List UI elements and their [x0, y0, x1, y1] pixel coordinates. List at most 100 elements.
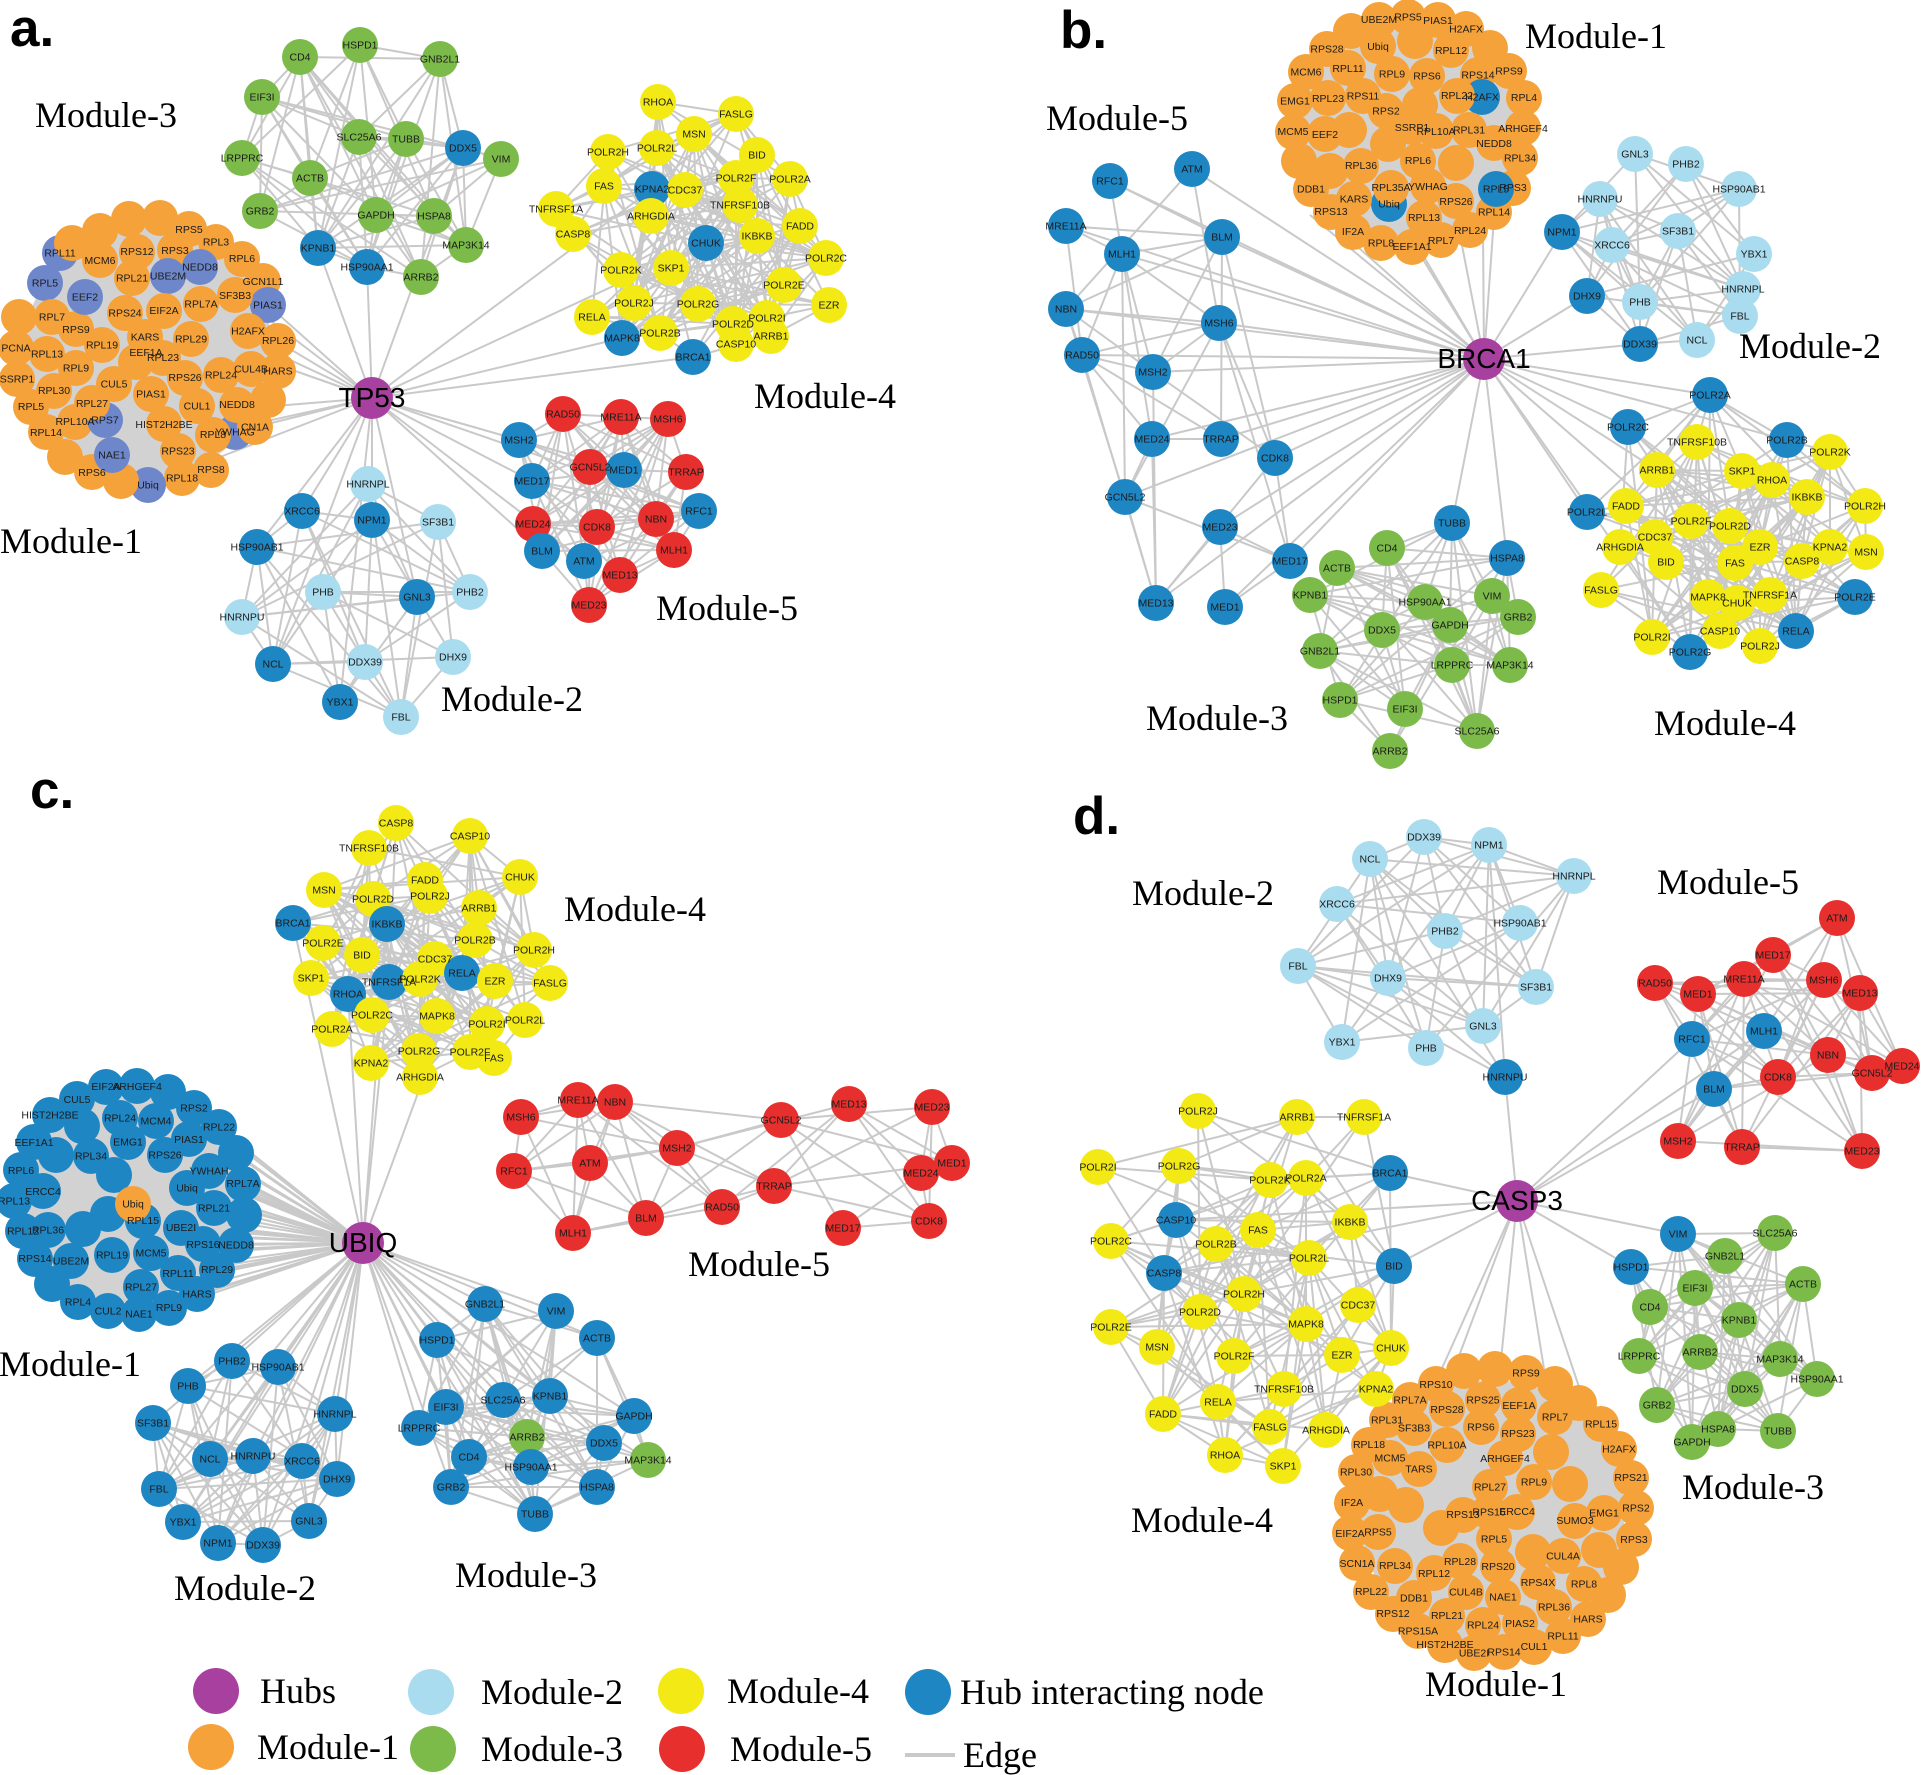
svg-text:LRPPRC: LRPPRC — [221, 153, 264, 165]
svg-text:MED1: MED1 — [1683, 989, 1712, 1001]
svg-text:FBL: FBL — [391, 712, 410, 724]
svg-text:Module-5: Module-5 — [730, 1729, 872, 1769]
svg-text:VIM: VIM — [1483, 591, 1502, 603]
svg-text:IF2A: IF2A — [1342, 226, 1364, 238]
svg-text:NPM1: NPM1 — [1474, 840, 1503, 852]
svg-text:BRCA1: BRCA1 — [675, 352, 710, 364]
svg-text:TUBB: TUBB — [1438, 518, 1466, 530]
svg-text:NEDD8: NEDD8 — [218, 1240, 254, 1252]
svg-text:IKBKB: IKBKB — [372, 919, 403, 931]
svg-text:FASLG: FASLG — [719, 109, 753, 121]
svg-text:HSPD1: HSPD1 — [1322, 695, 1357, 707]
svg-text:HIST2H2BE: HIST2H2BE — [21, 1110, 78, 1122]
svg-text:HSP90AA1: HSP90AA1 — [340, 262, 393, 274]
svg-text:KPNB1: KPNB1 — [1722, 1315, 1757, 1327]
svg-text:TUBB: TUBB — [521, 1509, 549, 1521]
svg-text:RPL31: RPL31 — [1371, 1415, 1403, 1427]
svg-text:RPS26: RPS26 — [148, 1150, 181, 1162]
svg-text:MCM5: MCM5 — [1278, 126, 1309, 138]
svg-text:HSPA8: HSPA8 — [1490, 553, 1524, 565]
svg-text:RPL15: RPL15 — [1585, 1419, 1617, 1431]
svg-text:RPL7: RPL7 — [39, 312, 65, 324]
svg-text:GNB2L1: GNB2L1 — [1300, 646, 1340, 658]
svg-text:EIF3I: EIF3I — [433, 1402, 458, 1414]
svg-text:H2AFX: H2AFX — [1465, 92, 1499, 104]
svg-text:GCN5L2: GCN5L2 — [1105, 492, 1146, 504]
svg-text:BLM: BLM — [1703, 1084, 1725, 1096]
svg-text:RPL23: RPL23 — [147, 352, 179, 364]
svg-text:NEDD8: NEDD8 — [1476, 138, 1512, 150]
svg-text:MSH6: MSH6 — [506, 1112, 535, 1124]
svg-text:NAE1: NAE1 — [125, 1308, 153, 1320]
svg-text:MED13: MED13 — [1138, 598, 1173, 610]
svg-text:CDC37: CDC37 — [1341, 1300, 1376, 1312]
svg-text:Module-3: Module-3 — [455, 1555, 597, 1595]
svg-text:TRRAP: TRRAP — [1203, 434, 1239, 446]
svg-text:NBN: NBN — [645, 514, 667, 526]
svg-text:RPL24: RPL24 — [104, 1113, 136, 1125]
svg-text:NBN: NBN — [1055, 304, 1077, 316]
svg-text:Module-2: Module-2 — [441, 679, 583, 719]
svg-text:MED13: MED13 — [602, 570, 637, 582]
svg-text:d.: d. — [1073, 787, 1120, 846]
svg-text:RPS20: RPS20 — [1481, 1561, 1514, 1573]
svg-text:MRE11A: MRE11A — [1723, 974, 1764, 986]
svg-text:RPL7: RPL7 — [1542, 1411, 1568, 1423]
svg-text:XRCC6: XRCC6 — [284, 1456, 320, 1468]
svg-text:POLR2F: POLR2F — [1671, 516, 1712, 528]
svg-text:Module-5: Module-5 — [1657, 862, 1799, 902]
svg-text:RELA: RELA — [448, 968, 475, 980]
svg-text:RPS23: RPS23 — [1501, 1428, 1534, 1440]
svg-text:POLR2D: POLR2D — [1179, 1307, 1221, 1319]
svg-text:FASLG: FASLG — [1253, 1422, 1287, 1434]
svg-text:c.: c. — [30, 761, 74, 820]
svg-text:CDK8: CDK8 — [583, 522, 611, 534]
svg-text:EEF1A1: EEF1A1 — [1392, 241, 1431, 253]
svg-text:HSP90AA1: HSP90AA1 — [1790, 1374, 1843, 1386]
svg-text:RPL3: RPL3 — [203, 237, 229, 249]
svg-text:GRB2: GRB2 — [1643, 1400, 1672, 1412]
svg-text:MCM6: MCM6 — [1291, 67, 1322, 79]
svg-text:SKP1: SKP1 — [298, 973, 325, 985]
svg-text:RPL8: RPL8 — [1571, 1579, 1597, 1591]
svg-text:ERCC4: ERCC4 — [25, 1186, 61, 1198]
svg-text:BID: BID — [748, 150, 766, 162]
svg-text:CASP8: CASP8 — [1785, 556, 1820, 568]
svg-text:TP53: TP53 — [339, 382, 406, 413]
svg-text:RPS16: RPS16 — [1472, 1506, 1505, 1518]
svg-text:HSP90AA1: HSP90AA1 — [504, 1462, 557, 1474]
svg-text:UBE2I: UBE2I — [166, 1222, 196, 1234]
svg-text:ARHGDIA: ARHGDIA — [627, 211, 675, 223]
svg-text:KPNA2: KPNA2 — [354, 1058, 389, 1070]
svg-text:POLR2A: POLR2A — [769, 174, 810, 186]
svg-text:Module-1: Module-1 — [0, 521, 142, 561]
svg-text:DHX9: DHX9 — [439, 652, 467, 664]
svg-text:BRCA1: BRCA1 — [275, 918, 310, 930]
svg-text:SLC25A6: SLC25A6 — [1753, 1228, 1798, 1240]
svg-text:XRCC6: XRCC6 — [284, 506, 320, 518]
svg-text:MLH1: MLH1 — [559, 1228, 587, 1240]
svg-text:FASLG: FASLG — [533, 978, 567, 990]
svg-text:RPL13: RPL13 — [31, 349, 63, 361]
svg-text:MED17: MED17 — [514, 476, 549, 488]
svg-text:Module-5: Module-5 — [688, 1244, 830, 1284]
svg-text:MED17: MED17 — [1272, 556, 1307, 568]
svg-text:HARS: HARS — [263, 366, 292, 378]
svg-text:UBE2M: UBE2M — [150, 271, 186, 283]
svg-text:KPNB1: KPNB1 — [1293, 590, 1328, 602]
svg-text:HNRNPL: HNRNPL — [1721, 284, 1764, 296]
svg-text:POLR2H: POLR2H — [513, 945, 555, 957]
svg-text:RPS28: RPS28 — [1310, 44, 1343, 56]
svg-text:UBE2M: UBE2M — [1361, 14, 1397, 26]
svg-text:CD4: CD4 — [1376, 543, 1397, 555]
svg-text:TNFRSF1A: TNFRSF1A — [1743, 590, 1797, 602]
svg-text:POLR2I: POLR2I — [468, 1019, 505, 1031]
svg-text:POLR2G: POLR2G — [1669, 647, 1712, 659]
svg-text:MSN: MSN — [682, 129, 705, 141]
svg-text:RPL19: RPL19 — [96, 1250, 128, 1262]
svg-text:POLR2F: POLR2F — [716, 173, 757, 185]
svg-text:Module-2: Module-2 — [1739, 326, 1881, 366]
svg-text:TARS: TARS — [1405, 1464, 1432, 1476]
svg-text:HNRNPU: HNRNPU — [231, 1451, 276, 1463]
svg-text:PHB: PHB — [177, 1381, 199, 1393]
